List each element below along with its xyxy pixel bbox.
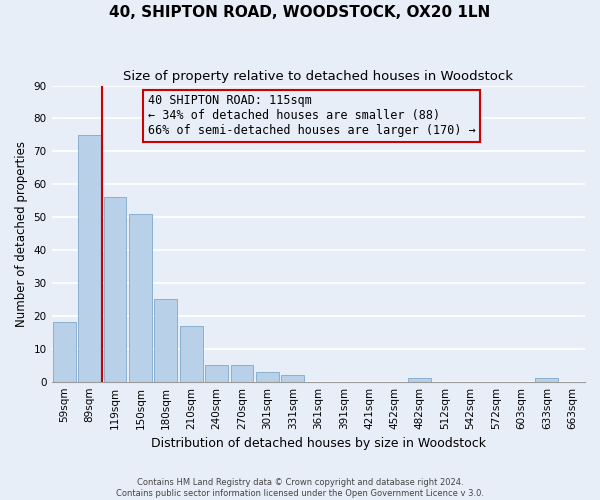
Bar: [53, 322, 76, 382]
X-axis label: Distribution of detached houses by size in Woodstock: Distribution of detached houses by size …: [151, 437, 486, 450]
Bar: [104, 198, 127, 382]
Bar: [281, 375, 304, 382]
Text: Contains HM Land Registry data © Crown copyright and database right 2024.
Contai: Contains HM Land Registry data © Crown c…: [116, 478, 484, 498]
Bar: [154, 300, 177, 382]
Bar: [205, 365, 228, 382]
Bar: [129, 214, 152, 382]
Bar: [409, 378, 431, 382]
Bar: [535, 378, 559, 382]
Bar: [78, 135, 101, 382]
Bar: [180, 326, 203, 382]
Text: 40, SHIPTON ROAD, WOODSTOCK, OX20 1LN: 40, SHIPTON ROAD, WOODSTOCK, OX20 1LN: [109, 5, 491, 20]
Y-axis label: Number of detached properties: Number of detached properties: [15, 140, 28, 326]
Title: Size of property relative to detached houses in Woodstock: Size of property relative to detached ho…: [123, 70, 513, 83]
Bar: [230, 365, 253, 382]
Bar: [256, 372, 279, 382]
Text: 40 SHIPTON ROAD: 115sqm
← 34% of detached houses are smaller (88)
66% of semi-de: 40 SHIPTON ROAD: 115sqm ← 34% of detache…: [148, 94, 475, 138]
